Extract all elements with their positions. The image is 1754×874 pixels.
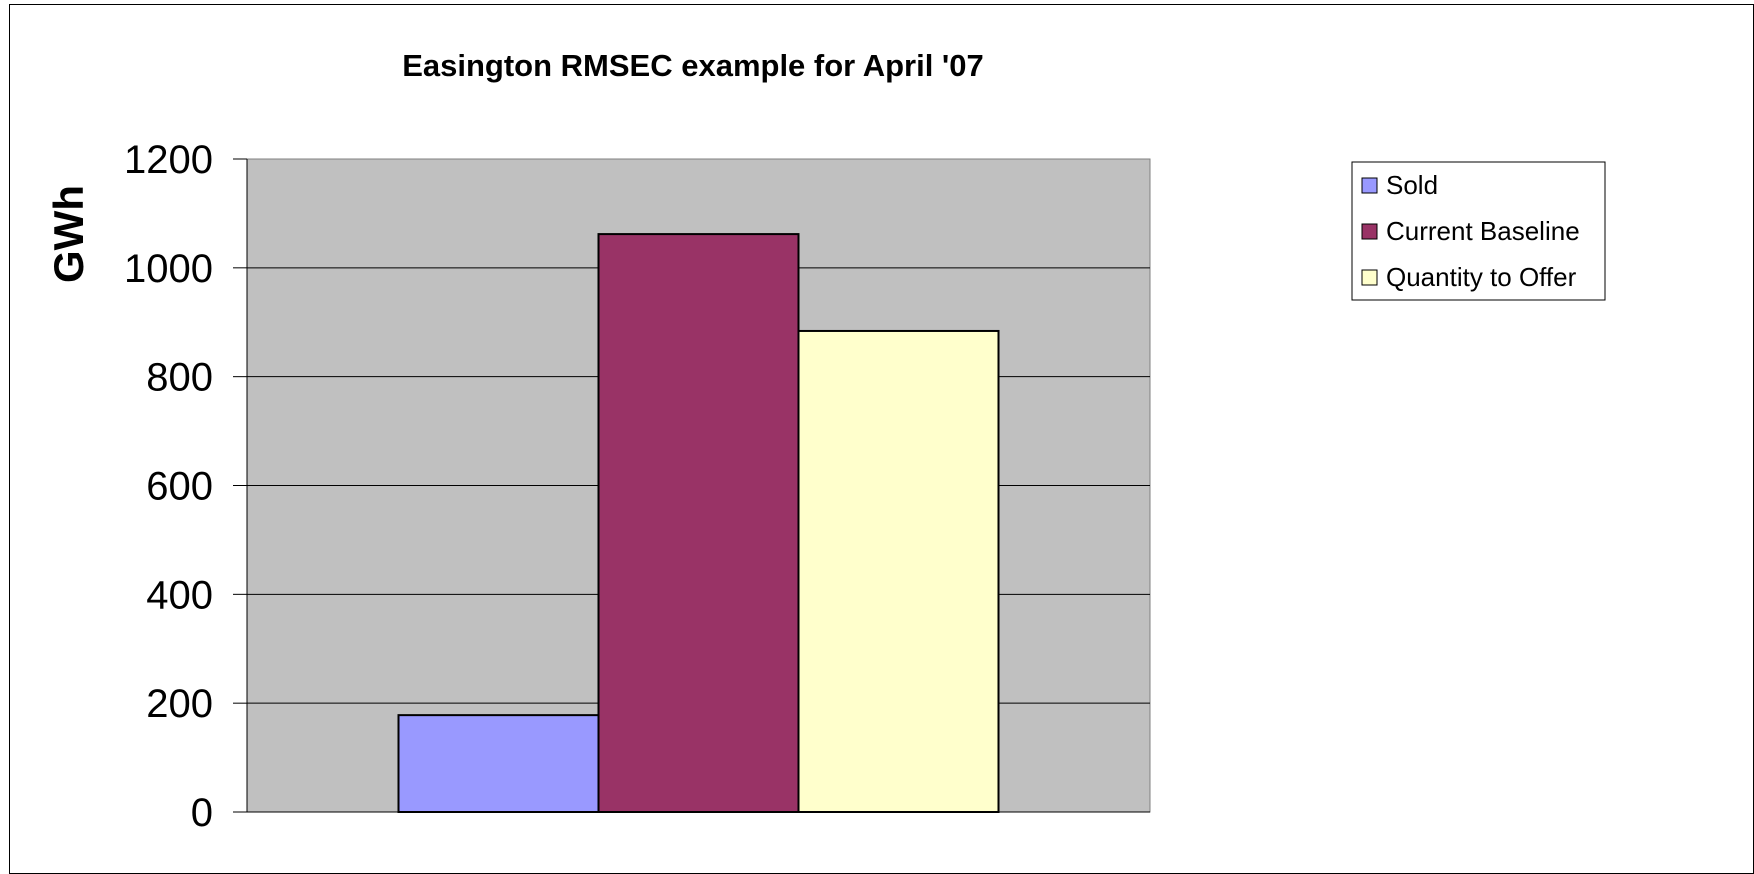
legend-swatch xyxy=(1361,223,1378,240)
legend-label: Sold xyxy=(1386,170,1438,200)
y-axis: 0 200 400 600 800 1000 1200 xyxy=(124,138,1150,835)
y-tick-label: 800 xyxy=(146,356,213,400)
legend-swatch xyxy=(1361,177,1378,194)
y-tick-label: 400 xyxy=(146,573,213,617)
legend-label: Quantity to Offer xyxy=(1386,262,1577,292)
bar-sold xyxy=(397,714,600,813)
bar-current-baseline xyxy=(597,233,800,814)
y-tick-label: 600 xyxy=(146,465,213,509)
y-tick-label: 1200 xyxy=(124,138,213,182)
chart-title: Easington RMSEC example for April '07 xyxy=(402,48,984,83)
y-tick-label: 0 xyxy=(191,791,213,835)
y-axis-label: GWh xyxy=(45,185,92,283)
legend-box xyxy=(1351,161,1606,301)
bar-quantity-to-offer xyxy=(797,329,1000,813)
legend: Sold Current Baseline Quantity to Offer xyxy=(1351,161,1606,301)
legend-label: Current Baseline xyxy=(1386,216,1580,246)
bars xyxy=(397,233,1000,814)
legend-swatch xyxy=(1361,269,1378,286)
y-tick-label: 200 xyxy=(146,682,213,726)
y-tick-label: 1000 xyxy=(124,247,213,291)
